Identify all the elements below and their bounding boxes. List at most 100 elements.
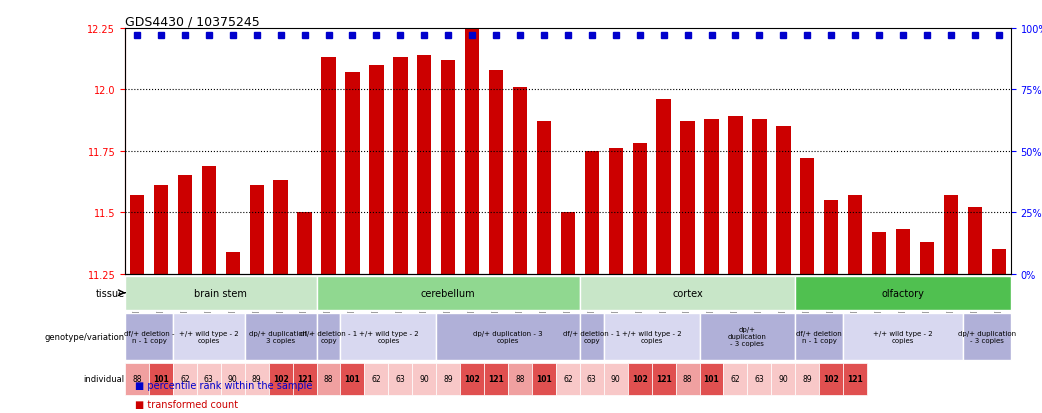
Text: ■ percentile rank within the sample: ■ percentile rank within the sample — [135, 380, 313, 390]
Text: 62: 62 — [563, 374, 573, 383]
Text: 90: 90 — [611, 374, 621, 383]
Bar — [752, 120, 767, 274]
Bar — [632, 144, 647, 274]
Bar — [202, 166, 216, 274]
FancyBboxPatch shape — [125, 313, 173, 360]
Bar — [130, 195, 144, 274]
Text: 89: 89 — [252, 374, 262, 383]
FancyBboxPatch shape — [795, 363, 819, 395]
Text: 63: 63 — [754, 374, 764, 383]
FancyBboxPatch shape — [317, 276, 579, 310]
Text: 89: 89 — [444, 374, 453, 383]
Bar — [728, 117, 743, 274]
FancyBboxPatch shape — [556, 363, 579, 395]
Text: 101: 101 — [536, 374, 552, 383]
Text: individual: individual — [83, 374, 125, 383]
Text: olfactory: olfactory — [882, 288, 924, 298]
Bar — [489, 71, 503, 274]
Text: cortex: cortex — [672, 288, 703, 298]
Text: 121: 121 — [847, 374, 863, 383]
FancyBboxPatch shape — [269, 363, 293, 395]
Bar — [704, 120, 719, 274]
Text: 121: 121 — [489, 374, 504, 383]
FancyBboxPatch shape — [437, 363, 461, 395]
Bar — [537, 122, 551, 274]
Text: brain stem: brain stem — [195, 288, 247, 298]
Text: 90: 90 — [778, 374, 788, 383]
Text: df/+ deletion -
n - 1 copy: df/+ deletion - n - 1 copy — [124, 330, 174, 343]
Bar — [896, 230, 911, 274]
Bar — [680, 122, 695, 274]
Text: 102: 102 — [273, 374, 289, 383]
Bar — [944, 195, 958, 274]
Text: 63: 63 — [587, 374, 597, 383]
Bar — [178, 176, 192, 274]
FancyBboxPatch shape — [675, 363, 699, 395]
FancyBboxPatch shape — [819, 363, 843, 395]
Bar — [297, 213, 312, 274]
Text: 62: 62 — [730, 374, 740, 383]
Text: dp/+ duplication
- 3 copies: dp/+ duplication - 3 copies — [958, 330, 1016, 343]
FancyBboxPatch shape — [747, 363, 771, 395]
FancyBboxPatch shape — [843, 363, 867, 395]
Text: +/+ wild type - 2
copies: +/+ wild type - 2 copies — [358, 330, 418, 343]
FancyBboxPatch shape — [699, 313, 795, 360]
FancyBboxPatch shape — [579, 363, 603, 395]
Text: df/+ deletion - 1
copy: df/+ deletion - 1 copy — [564, 330, 620, 343]
FancyBboxPatch shape — [795, 313, 843, 360]
Bar — [369, 66, 383, 274]
FancyBboxPatch shape — [699, 363, 723, 395]
Text: dp/+
duplication
- 3 copies: dp/+ duplication - 3 copies — [728, 327, 767, 347]
Text: genotype/variation: genotype/variation — [45, 332, 125, 341]
FancyBboxPatch shape — [125, 276, 317, 310]
Bar — [824, 200, 839, 274]
FancyBboxPatch shape — [173, 313, 245, 360]
FancyBboxPatch shape — [963, 313, 1011, 360]
Bar — [225, 252, 240, 274]
Text: 88: 88 — [324, 374, 333, 383]
FancyBboxPatch shape — [603, 363, 627, 395]
Text: 102: 102 — [465, 374, 480, 383]
Text: +/+ wild type - 2
copies: +/+ wild type - 2 copies — [179, 330, 239, 343]
Bar — [321, 58, 336, 274]
Bar — [872, 232, 887, 274]
Text: 62: 62 — [180, 374, 190, 383]
Bar — [465, 29, 479, 274]
Text: 89: 89 — [802, 374, 812, 383]
Text: 121: 121 — [655, 374, 671, 383]
FancyBboxPatch shape — [413, 363, 437, 395]
Text: 63: 63 — [396, 374, 405, 383]
FancyBboxPatch shape — [795, 276, 1011, 310]
Bar — [656, 100, 671, 274]
Text: tissue: tissue — [96, 288, 125, 298]
Text: +/+ wild type - 2
copies: +/+ wild type - 2 copies — [873, 330, 933, 343]
Text: 62: 62 — [372, 374, 381, 383]
Text: df/+ deletion
n - 1 copy: df/+ deletion n - 1 copy — [796, 330, 842, 343]
FancyBboxPatch shape — [627, 363, 651, 395]
FancyBboxPatch shape — [245, 313, 317, 360]
FancyBboxPatch shape — [603, 313, 699, 360]
Bar — [393, 58, 407, 274]
Bar — [776, 127, 791, 274]
FancyBboxPatch shape — [221, 363, 245, 395]
FancyBboxPatch shape — [532, 363, 556, 395]
FancyBboxPatch shape — [461, 363, 485, 395]
Bar — [609, 149, 623, 274]
FancyBboxPatch shape — [579, 276, 795, 310]
Bar — [920, 242, 934, 274]
FancyBboxPatch shape — [149, 363, 173, 395]
FancyBboxPatch shape — [723, 363, 747, 395]
Bar — [345, 73, 359, 274]
Text: 102: 102 — [823, 374, 839, 383]
Text: df/+ deletion - 1
copy: df/+ deletion - 1 copy — [300, 330, 357, 343]
Text: GDS4430 / 10375245: GDS4430 / 10375245 — [125, 16, 259, 29]
FancyBboxPatch shape — [389, 363, 413, 395]
FancyBboxPatch shape — [508, 363, 532, 395]
FancyBboxPatch shape — [579, 313, 603, 360]
Text: +/+ wild type - 2
copies: +/+ wild type - 2 copies — [622, 330, 681, 343]
Text: dp/+ duplication - 3
copies: dp/+ duplication - 3 copies — [473, 330, 543, 343]
FancyBboxPatch shape — [317, 363, 341, 395]
FancyBboxPatch shape — [341, 363, 365, 395]
Text: 90: 90 — [419, 374, 429, 383]
FancyBboxPatch shape — [125, 363, 149, 395]
